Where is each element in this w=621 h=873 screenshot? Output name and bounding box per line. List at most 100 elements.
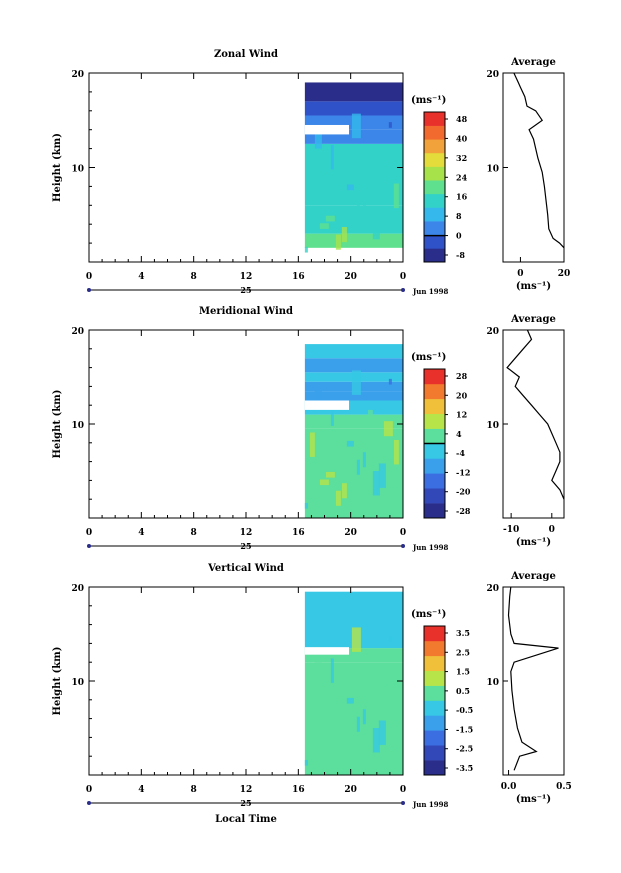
colorbar: (ms⁻¹) 28 20 12 4 -4 -12 -20 -28 bbox=[411, 352, 471, 519]
heatmap-streak bbox=[314, 390, 322, 406]
day-bar-end bbox=[401, 801, 405, 805]
day-label: 25 bbox=[240, 541, 251, 551]
colorbar-swatch bbox=[424, 730, 445, 746]
colorbar-swatch bbox=[424, 473, 445, 489]
average-title: Average bbox=[510, 57, 556, 68]
heatmap-streak bbox=[335, 490, 341, 506]
colorbar-swatch bbox=[424, 383, 445, 400]
colorbar-swatch bbox=[424, 626, 445, 642]
average-panel: Average 10 20 0.0 0.5 (ms⁻¹) bbox=[486, 571, 571, 805]
y-tick-label: 20 bbox=[71, 327, 84, 337]
panel-title: Vertical Wind bbox=[207, 563, 284, 574]
x-axis-title: Local Time bbox=[215, 814, 277, 825]
heatmap-streak bbox=[309, 689, 315, 714]
heatmap-streak bbox=[309, 432, 315, 457]
colorbar-swatch bbox=[424, 640, 445, 657]
heatmap-streak bbox=[319, 479, 329, 486]
day-bar-end bbox=[401, 544, 405, 548]
colorbar-swatch bbox=[424, 745, 445, 761]
colorbar-tick-label: 8 bbox=[456, 211, 462, 221]
average-x-tick-label: -10 bbox=[503, 525, 519, 535]
heatmap-streak bbox=[367, 666, 373, 673]
colorbar-tick-label: 16 bbox=[456, 192, 468, 202]
colorbar-swatch bbox=[424, 503, 445, 519]
y-tick-label: 10 bbox=[71, 678, 84, 688]
heatmap-streak bbox=[383, 678, 393, 694]
colorbar-swatch bbox=[424, 166, 445, 181]
date-label: Jun 1998 bbox=[412, 287, 449, 296]
average-y-tick-label: 20 bbox=[486, 327, 499, 337]
heatmap-streak bbox=[378, 720, 386, 745]
heatmap-streak bbox=[304, 246, 308, 253]
x-tick-label: 8 bbox=[191, 785, 197, 795]
heatmap-streak bbox=[362, 709, 366, 725]
x-tick-label: 0 bbox=[86, 785, 92, 795]
panel-title: Meridional Wind bbox=[199, 306, 293, 317]
panel-3: Vertical Wind 10 20 Height (km) 0 4 8 12 16 20 0 25… bbox=[52, 563, 572, 809]
missing-data bbox=[304, 400, 350, 410]
heatmap-streak bbox=[393, 183, 399, 209]
colorbar-swatch bbox=[424, 413, 445, 429]
heatmap-layer bbox=[304, 358, 403, 373]
heatmap-streak bbox=[351, 627, 361, 652]
heatmap-layer bbox=[304, 205, 403, 234]
heatmap-streak bbox=[393, 439, 399, 465]
colorbar-swatch bbox=[424, 670, 445, 686]
colorbar-swatch bbox=[424, 458, 445, 474]
colorbar-tick-label: 12 bbox=[456, 410, 467, 420]
heatmap-streak bbox=[356, 459, 360, 475]
colorbar-tick-label: 48 bbox=[456, 114, 468, 124]
colorbar-swatch bbox=[424, 112, 445, 126]
x-tick-label: 8 bbox=[191, 272, 197, 282]
colorbar-tick-label: 20 bbox=[456, 390, 468, 400]
x-tick-label: 12 bbox=[240, 272, 253, 282]
colorbar-tick-label: -1.5 bbox=[456, 724, 473, 734]
colorbar-swatch bbox=[424, 369, 445, 385]
average-x-tick-label: 20 bbox=[558, 269, 571, 279]
heatmap bbox=[304, 591, 403, 775]
heatmap-layer bbox=[304, 391, 403, 401]
colorbar-tick-label: 32 bbox=[456, 153, 467, 163]
colorbar-unit: (ms⁻¹) bbox=[411, 352, 446, 363]
x-tick-label: 0 bbox=[400, 785, 406, 795]
colorbar-tick-label: 24 bbox=[456, 172, 468, 182]
average-y-tick-label: 20 bbox=[486, 70, 499, 80]
date-label: Jun 1998 bbox=[412, 543, 449, 552]
x-tick-label: 0 bbox=[86, 272, 92, 282]
x-tick-label: 12 bbox=[240, 528, 253, 538]
x-tick-label: 16 bbox=[292, 785, 305, 795]
missing-data bbox=[304, 647, 350, 655]
average-frame bbox=[502, 72, 565, 263]
colorbar-unit: (ms⁻¹) bbox=[411, 95, 446, 106]
x-tick-label: 4 bbox=[138, 272, 144, 282]
heatmap-streak bbox=[378, 207, 386, 232]
average-x-tick-label: 0.5 bbox=[556, 782, 572, 792]
x-tick-label: 8 bbox=[191, 528, 197, 538]
heatmap-streak bbox=[325, 471, 335, 478]
colorbar-swatch bbox=[424, 221, 445, 236]
colorbar-tick-label: 40 bbox=[456, 133, 468, 143]
colorbar-swatch bbox=[424, 125, 445, 140]
y-tick-label: 10 bbox=[71, 421, 84, 431]
x-tick-label: 20 bbox=[344, 528, 357, 538]
x-tick-label: 0 bbox=[400, 528, 406, 538]
heatmap-streak bbox=[362, 195, 366, 211]
heatmap-streak bbox=[325, 728, 335, 735]
x-tick-label: 4 bbox=[138, 528, 144, 538]
heatmap-streak bbox=[346, 184, 354, 191]
colorbar-swatch bbox=[424, 180, 445, 195]
average-x-label: (ms⁻¹) bbox=[516, 281, 551, 292]
colorbar-tick-label: 4 bbox=[456, 429, 462, 439]
heatmap-layer bbox=[304, 101, 403, 116]
colorbar-swatch bbox=[424, 139, 445, 154]
average-y-tick-label: 10 bbox=[486, 678, 499, 688]
heatmap-streak bbox=[319, 223, 329, 229]
x-tick-label: 0 bbox=[86, 528, 92, 538]
day-bar-start bbox=[87, 801, 91, 805]
x-tick-label: 4 bbox=[138, 785, 144, 795]
heatmap-streak bbox=[356, 203, 360, 219]
colorbar-unit: (ms⁻¹) bbox=[411, 609, 446, 620]
average-panel: Average 10 20 -10 0 (ms⁻¹) bbox=[486, 314, 565, 548]
